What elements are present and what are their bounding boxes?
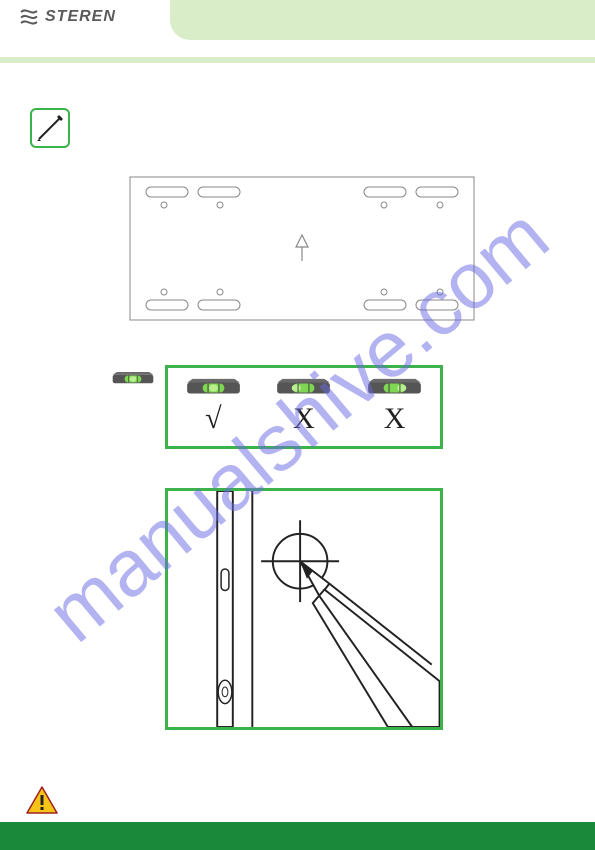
wall-plate-diagram	[128, 175, 476, 322]
level-item-right: X	[365, 378, 425, 436]
bubble-level-right-icon	[367, 378, 422, 398]
level-item-correct: √	[183, 378, 243, 436]
x-mark: X	[365, 402, 425, 436]
bubble-level-left-icon	[276, 378, 331, 398]
header: STEREN	[0, 0, 595, 40]
pencil-mark-diagram	[168, 491, 440, 727]
warning-icon	[26, 786, 58, 814]
check-mark: √	[183, 402, 243, 436]
steren-logo-icon	[18, 6, 40, 28]
bubble-level-centered-icon	[186, 378, 241, 398]
tool-pencil-badge	[30, 108, 70, 148]
level-check-row: √ X X	[168, 378, 440, 436]
level-item-left: X	[274, 378, 334, 436]
pencil-mark-panel	[165, 488, 443, 730]
brand-logo: STEREN	[18, 6, 116, 28]
brand-name: STEREN	[45, 8, 116, 26]
pencil-icon	[35, 113, 65, 143]
footer-bar	[0, 822, 595, 850]
bubble-level-icon	[112, 370, 154, 388]
level-check-panel: √ X X	[165, 365, 443, 449]
header-accent	[170, 0, 595, 40]
x-mark: X	[274, 402, 334, 436]
header-divider	[0, 57, 595, 63]
